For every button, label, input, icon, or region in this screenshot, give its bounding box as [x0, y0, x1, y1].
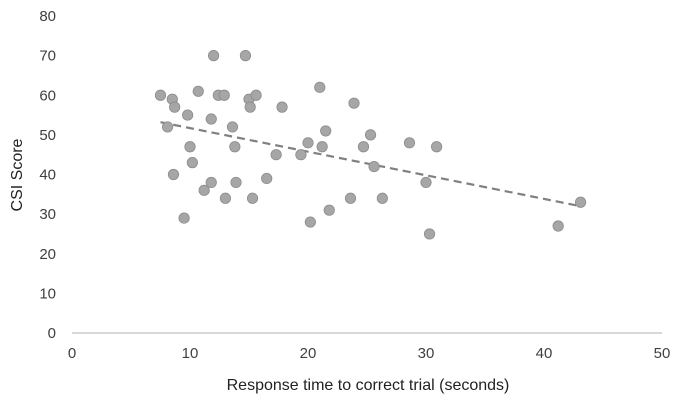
data-point	[403, 137, 416, 149]
data-point	[250, 89, 262, 101]
data-point	[192, 85, 204, 97]
y-tick-label: 10	[39, 285, 56, 302]
data-point	[161, 121, 174, 133]
data-point	[244, 101, 256, 113]
data-point	[574, 196, 587, 208]
data-point	[230, 176, 242, 189]
y-axis-title: CSI Score	[9, 138, 26, 211]
y-tick-label: 50	[39, 127, 56, 144]
data-point	[198, 184, 210, 196]
data-point	[246, 192, 259, 204]
data-point	[178, 212, 190, 224]
data-point	[154, 89, 167, 101]
data-point	[276, 101, 288, 113]
data-point	[218, 89, 230, 101]
x-tick-label: 30	[418, 345, 435, 362]
data-point	[295, 149, 307, 161]
data-point	[184, 141, 196, 153]
x-tick-label: 20	[300, 345, 317, 362]
data-point	[208, 50, 220, 62]
x-tick-label: 40	[536, 345, 553, 362]
y-tick-label: 30	[39, 206, 56, 223]
data-point	[348, 97, 360, 109]
data-point	[167, 168, 180, 181]
data-point	[323, 204, 335, 216]
data-point	[364, 129, 377, 141]
data-point	[320, 125, 332, 137]
data-point	[205, 176, 217, 189]
data-point	[344, 192, 357, 204]
data-point	[226, 121, 239, 133]
data-point	[376, 192, 388, 204]
data-points	[154, 50, 587, 240]
data-point	[314, 81, 326, 93]
y-tick-label: 70	[39, 48, 56, 65]
data-point	[205, 113, 217, 125]
data-point	[304, 216, 316, 228]
y-tick-label: 0	[48, 325, 56, 342]
data-point	[316, 141, 328, 153]
data-point	[423, 228, 436, 240]
y-tick-label: 60	[39, 87, 56, 104]
data-point	[270, 149, 282, 161]
x-axis-ticks: 0 10 20 30 40 50	[68, 345, 671, 362]
data-point	[186, 157, 198, 169]
data-point	[182, 109, 194, 121]
y-tick-label: 20	[39, 246, 56, 263]
data-point	[219, 192, 231, 204]
data-point	[357, 141, 370, 153]
y-tick-label: 80	[39, 8, 56, 25]
data-point	[239, 50, 252, 62]
y-axis-ticks: 0 10 20 30 40 50 60 70 80	[39, 8, 56, 342]
data-point	[169, 101, 181, 113]
data-point	[552, 220, 564, 232]
x-axis-title: Response time to correct trial (seconds)	[227, 377, 510, 394]
data-point	[302, 137, 314, 149]
data-point	[420, 176, 432, 189]
x-tick-label: 10	[182, 345, 199, 362]
data-point	[261, 172, 273, 185]
data-point	[229, 141, 241, 153]
x-tick-label: 0	[68, 345, 76, 362]
data-point	[431, 141, 443, 153]
data-point	[368, 160, 380, 173]
y-tick-label: 40	[39, 167, 56, 184]
x-tick-label: 50	[654, 345, 671, 362]
